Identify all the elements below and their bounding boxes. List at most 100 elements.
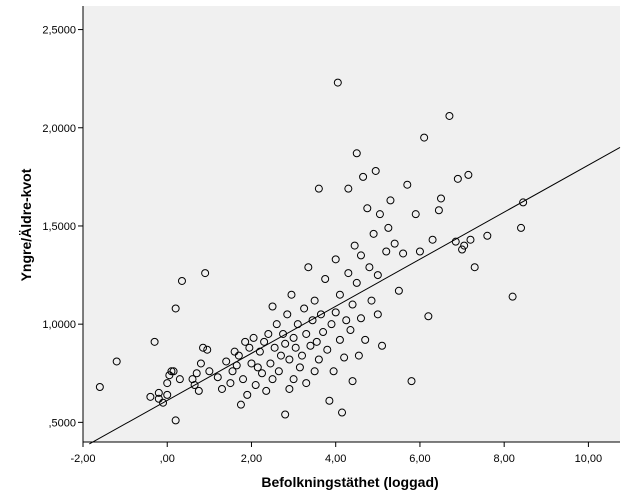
- y-tick-label: 1,5000: [42, 221, 76, 233]
- data-point: [352, 278, 361, 287]
- data-point: [340, 353, 349, 362]
- data-point: [363, 204, 372, 213]
- y-tick-label: 2,5000: [42, 25, 76, 37]
- data-point: [245, 343, 254, 352]
- data-point: [375, 210, 384, 219]
- data-point: [175, 375, 184, 384]
- x-tick-label: -2,00: [70, 453, 95, 465]
- data-point: [169, 367, 178, 376]
- data-point: [348, 300, 357, 309]
- data-point: [331, 308, 340, 317]
- data-point: [310, 296, 319, 305]
- points-layer: [95, 78, 528, 425]
- data-point: [272, 320, 281, 329]
- x-ticks: -2,00 ,00 2,00 4,00 6,00 8,00 10,00: [70, 442, 602, 465]
- data-point: [319, 328, 328, 337]
- data-point: [95, 383, 104, 392]
- x-tick-label: 4,00: [325, 453, 346, 465]
- data-point: [201, 269, 210, 278]
- data-point: [508, 292, 517, 301]
- data-point: [373, 271, 382, 280]
- y-tick-label: ,5000: [48, 417, 76, 429]
- data-point: [344, 184, 353, 193]
- data-point: [335, 290, 344, 299]
- data-point: [249, 333, 258, 342]
- data-point: [308, 316, 317, 325]
- data-point: [247, 359, 256, 368]
- data-point: [434, 206, 443, 215]
- data-point: [276, 351, 285, 360]
- data-point: [281, 339, 290, 348]
- data-point: [264, 329, 273, 338]
- data-point: [270, 343, 279, 352]
- data-point: [437, 194, 445, 203]
- y-axis-title: Yngre/Äldre-kvot: [18, 168, 34, 281]
- data-point: [352, 149, 361, 158]
- data-point: [274, 367, 283, 376]
- data-point: [403, 180, 412, 189]
- data-point: [228, 367, 237, 376]
- data-point: [194, 386, 203, 395]
- data-point: [428, 235, 437, 244]
- data-point: [154, 388, 163, 397]
- data-point: [295, 363, 304, 372]
- data-point: [285, 355, 294, 364]
- data-point: [470, 263, 479, 272]
- data-point: [365, 263, 374, 272]
- data-point: [289, 333, 298, 342]
- data-point: [415, 247, 424, 256]
- data-point: [359, 172, 368, 181]
- data-point: [268, 375, 277, 384]
- plot-background: [83, 6, 620, 442]
- data-point: [394, 286, 403, 295]
- data-point: [382, 247, 391, 256]
- data-point: [346, 326, 355, 335]
- data-point: [163, 379, 172, 388]
- data-point: [453, 174, 462, 183]
- data-point: [159, 398, 168, 407]
- data-point: [464, 170, 473, 179]
- y-tick-label: 2,0000: [42, 123, 76, 135]
- data-point: [268, 302, 277, 311]
- fit-line-layer: [89, 146, 621, 445]
- data-point: [369, 229, 378, 238]
- data-point: [519, 198, 528, 207]
- data-point: [517, 223, 526, 232]
- data-point: [203, 345, 212, 354]
- data-point: [243, 390, 252, 399]
- data-point: [281, 410, 290, 419]
- data-point: [255, 347, 264, 356]
- data-point: [306, 341, 315, 350]
- data-point: [342, 316, 351, 325]
- data-point: [253, 363, 262, 372]
- data-point: [373, 310, 382, 319]
- data-point: [407, 377, 416, 386]
- data-point: [302, 379, 311, 388]
- data-point: [171, 416, 180, 425]
- data-point: [285, 384, 294, 393]
- data-point: [458, 245, 467, 254]
- data-point: [321, 274, 330, 283]
- data-point: [177, 276, 186, 285]
- data-point: [424, 312, 433, 321]
- data-point: [483, 231, 492, 240]
- y-ticks: ,5000 1,0000 1,5000 2,0000 2,5000: [42, 25, 83, 429]
- data-point: [420, 133, 429, 142]
- data-point: [329, 367, 338, 376]
- data-point: [226, 379, 235, 388]
- data-point: [293, 320, 302, 329]
- data-point: [251, 381, 260, 390]
- data-point: [356, 314, 365, 323]
- data-point: [350, 241, 359, 250]
- data-point: [411, 210, 420, 219]
- data-point: [304, 263, 313, 272]
- data-point: [310, 367, 319, 376]
- data-point: [232, 361, 241, 370]
- data-point: [325, 396, 334, 405]
- data-point: [316, 310, 325, 319]
- x-tick-label: 2,00: [241, 453, 262, 465]
- data-point: [335, 335, 344, 344]
- data-point: [239, 375, 248, 384]
- data-point: [291, 343, 300, 352]
